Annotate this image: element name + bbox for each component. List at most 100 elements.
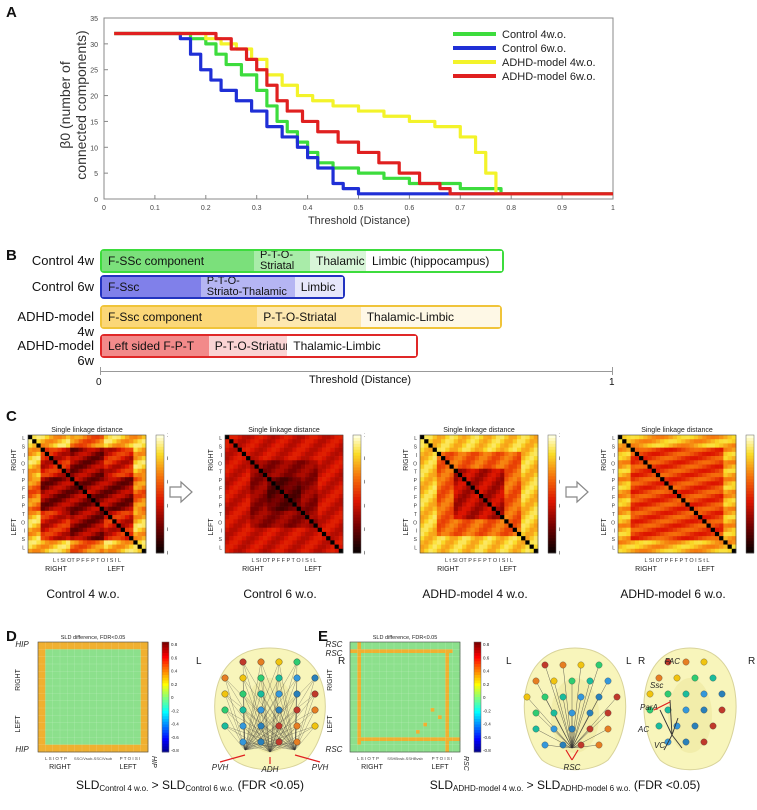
difference-cell [390,653,395,657]
colorbar-step [162,716,169,720]
matrix-cell [441,544,446,550]
matrix-cell [516,498,522,503]
matrix-cell [521,447,526,453]
matrix-cell [533,477,539,482]
matrix-cell [61,510,67,516]
difference-cell [56,664,61,668]
matrix-cell [305,527,310,533]
colorbar-step [156,467,164,471]
difference-cell [100,719,105,723]
matrix-cell [420,435,425,440]
matrix-cell [630,468,636,474]
matrix-cell [495,544,501,550]
colorbar-step [548,499,556,504]
difference-cell [427,671,431,676]
matrix-cell [95,456,100,461]
matrix-cell [710,489,716,495]
matrix-cell [129,447,134,453]
matrix-cell [124,544,130,550]
matrix-cell [533,443,539,448]
matrix-cell [698,456,703,461]
difference-cell [401,653,406,657]
difference-cell [133,675,138,679]
difference-cell [430,671,435,676]
difference-cell [368,642,373,646]
difference-cell [449,678,453,683]
matrix-cell [453,439,459,444]
matrix-cell [40,468,46,474]
difference-cell [449,693,453,698]
matrix-cell [622,510,627,516]
matrix-cell [453,515,459,520]
difference-cell [71,748,75,753]
bottom-region-labels: L t SI OT P F F P T O I S I L [445,558,513,564]
difference-cell [412,645,417,650]
difference-cell [361,660,365,665]
y-tick-label: 25 [90,68,98,75]
matrix-cell [693,472,699,478]
matrix-cell [428,456,433,461]
colorbar-step [548,446,556,451]
difference-cell [107,704,112,709]
difference-cell [41,664,46,668]
difference-cell [93,653,97,657]
difference-cell [93,733,97,738]
matrix-cell [521,460,526,465]
axis-region-label: O [413,520,417,526]
axis-region-label: P [22,478,26,484]
axis-region-label: I [24,453,25,459]
matrix-cell [246,451,251,457]
series-line-2 [114,31,613,196]
matrix-cell [487,447,492,453]
matrix-cell [36,540,41,545]
matrix-cell [233,494,238,499]
matrix-cell [57,536,63,541]
difference-cell [416,686,420,690]
matrix-cell [474,481,480,486]
matrix-cell [693,460,699,465]
matrix-cell [57,527,63,533]
matrix-cell [61,451,67,457]
difference-cell [133,697,138,701]
matrix-frame [224,434,344,554]
matrix-cell [82,515,88,520]
matrix-cell [32,460,37,465]
matrix-cell [267,472,272,478]
colorbar-step [353,532,361,536]
colorbar-step [156,470,164,474]
matrix-cell [651,498,657,503]
matrix-cell [462,460,467,465]
matrix-cell [672,510,678,516]
matrix-cell [78,494,84,499]
matrix-cell [141,443,147,448]
matrix-cell [702,460,707,465]
difference-cell [38,741,42,745]
difference-cell [63,686,68,690]
matrix-cell [500,540,505,545]
matrix-cell [685,536,690,541]
difference-cell [126,748,130,753]
matrix-cell [237,519,243,524]
panel-letter-c: C [6,408,17,425]
matrix-cell [495,489,501,495]
difference-cell [372,653,376,657]
matrix-cell [618,435,623,440]
difference-cell [100,656,105,661]
matrix-cell [436,468,442,474]
matrix-cell [288,510,293,516]
matrix-cell [116,519,122,524]
matrix-cell [275,489,281,495]
difference-cell [63,653,68,657]
matrix-cell [634,515,640,520]
matrix-cell [300,456,306,461]
matrix-cell [727,477,733,482]
matrix-cell [533,502,539,507]
difference-cell [434,686,439,690]
matrix-cell [296,494,302,499]
matrix-cell [99,519,105,524]
matrix-cell [44,439,50,444]
matrix-cell [449,531,455,537]
matrix-cell [660,468,665,474]
matrix-cell [529,468,535,474]
matrix-cell [338,456,344,461]
